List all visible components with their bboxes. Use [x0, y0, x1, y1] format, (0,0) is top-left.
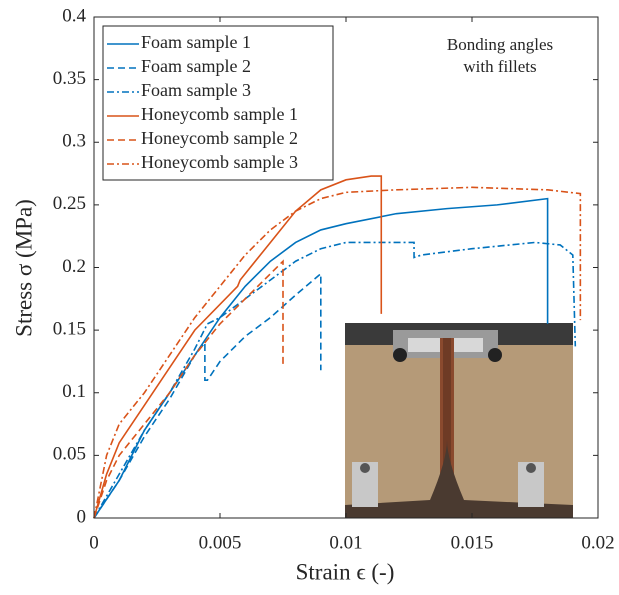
x-tick-label: 0.02: [581, 532, 614, 553]
data-line: [93, 272, 322, 519]
data-line: [93, 197, 549, 519]
y-axis-label: Stress σ (MPa): [11, 199, 36, 337]
data-line: [93, 259, 284, 519]
y-tick-label: 0.3: [62, 131, 86, 152]
y-tick-label: 0: [77, 506, 87, 527]
x-tick-label: 0.005: [199, 532, 242, 553]
plot-frame: [93, 16, 599, 519]
data-line: [93, 186, 582, 519]
annotation-line: Bonding angles: [447, 35, 553, 54]
y-tick-label: 0.1: [62, 381, 86, 402]
inset-photo: [345, 323, 573, 518]
y-tick-label: 0.05: [53, 444, 86, 465]
annotation-line: with fillets: [463, 57, 536, 76]
legend-label: Honeycomb sample 2: [141, 128, 298, 148]
y-tick-label: 0.35: [53, 68, 86, 89]
data-line: [93, 175, 383, 519]
y-tick-label: 0.2: [62, 256, 86, 277]
y-tick-label: 0.25: [53, 193, 86, 214]
y-tick-label: 0.4: [62, 5, 86, 26]
legend-label: Foam sample 3: [141, 80, 251, 100]
x-tick-label: 0: [89, 532, 99, 553]
x-axis-label: Strain ϵ (-): [296, 559, 395, 584]
legend-label: Foam sample 2: [141, 56, 251, 76]
legend-label: Honeycomb sample 1: [141, 104, 298, 124]
legend-box: [102, 25, 334, 181]
x-tick-label: 0.015: [451, 532, 494, 553]
y-tick-label: 0.15: [53, 318, 86, 339]
legend-label: Foam sample 1: [141, 32, 251, 52]
legend-label: Honeycomb sample 3: [141, 152, 298, 172]
x-tick-label: 0.01: [329, 532, 362, 553]
